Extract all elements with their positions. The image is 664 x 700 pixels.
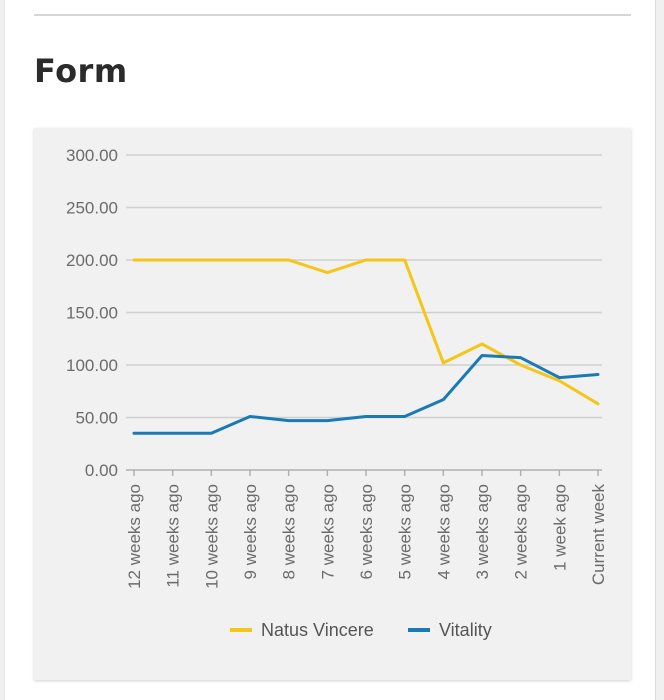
x-tick-label: 5 weeks ago (396, 484, 415, 579)
y-tick-label: 250.00 (66, 199, 118, 218)
chart-gridlines (126, 154, 602, 471)
x-tick-label: 8 weeks ago (280, 484, 299, 579)
chart-legend[interactable]: Natus Vincere Vitality (230, 620, 492, 640)
y-tick-label: 150.00 (66, 304, 118, 323)
form-line-chart: 0.0050.00100.00150.00200.00250.00300.00 … (66, 146, 608, 640)
x-axis-ticks: 12 weeks ago 11 weeks ago 10 weeks ago 9 we… (125, 470, 608, 589)
x-tick-label: 6 weeks ago (357, 484, 376, 579)
x-tick-label: 10 weeks ago (202, 484, 221, 589)
y-axis-ticks: 0.00 50.00 100.00 150.00 200.00 250.00 300.00 (66, 146, 118, 480)
series-lines (132, 258, 600, 435)
x-tick-label: Current week (589, 484, 608, 586)
legend-label[interactable]: Vitality (439, 620, 492, 640)
x-tick-label: 4 weeks ago (434, 484, 453, 579)
x-tick-label: 3 weeks ago (473, 484, 492, 579)
x-tick-label: 12 weeks ago (125, 484, 144, 589)
series-line-natus-vincere (132, 258, 600, 406)
x-tick-label: 11 weeks ago (164, 484, 183, 588)
y-tick-label: 200.00 (66, 251, 118, 270)
x-tick-label: 2 weeks ago (512, 484, 531, 579)
series-line-vitality (132, 354, 600, 435)
y-tick-label: 0.00 (85, 461, 118, 480)
y-tick-label: 100.00 (66, 356, 118, 375)
section-divider (34, 14, 631, 16)
chart-card: 0.00 50.00 100.00 150.00 200.00 250.00 300.00 … (34, 128, 631, 680)
x-tick-label: 9 weeks ago (241, 484, 260, 579)
legend-label[interactable]: Natus Vincere (261, 620, 374, 640)
y-tick-label: 50.00 (75, 409, 118, 428)
x-tick-label: 1 week ago (550, 484, 569, 571)
y-tick-label: 300.00 (66, 146, 118, 165)
x-tick-label: 7 weeks ago (318, 484, 337, 579)
section-title: Form (34, 52, 128, 90)
